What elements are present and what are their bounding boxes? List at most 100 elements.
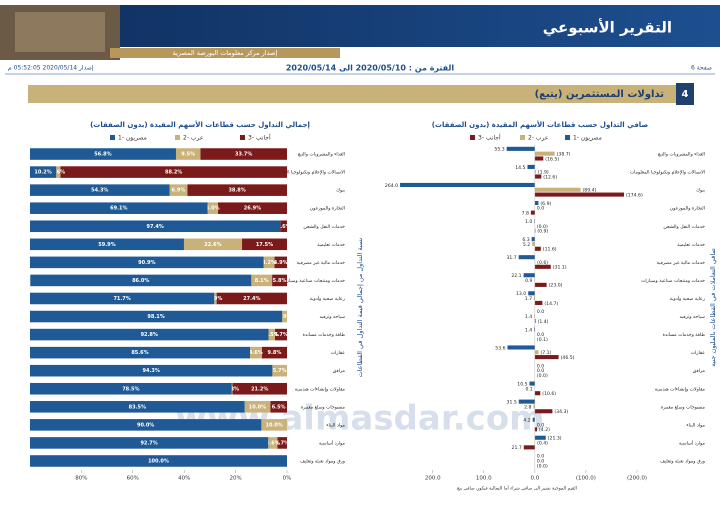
legend-swatch <box>110 135 115 140</box>
data-label: (0.0) <box>537 463 548 469</box>
category-label: منسوجات وسلع معمرة <box>661 405 706 410</box>
data-label: 71.7% <box>113 296 130 302</box>
data-label: 10.2% <box>34 170 51 176</box>
data-label: 92.7% <box>140 440 157 446</box>
category-label: موارد أساسية <box>679 439 706 446</box>
data-label: 10.0% <box>265 422 282 428</box>
bar <box>531 211 535 215</box>
data-label: 1.0 <box>525 219 532 225</box>
data-label: 21.2% <box>251 386 268 392</box>
data-label: 9.5% <box>181 152 195 158</box>
data-label: 17.5% <box>256 242 273 248</box>
data-label: 83.5% <box>129 404 146 410</box>
category-label: التجارة والموزعون <box>670 207 705 212</box>
data-label: 98.1% <box>147 314 164 320</box>
data-label: 22.6% <box>204 242 221 248</box>
bar <box>519 400 535 404</box>
legend-label: أجانب -3 <box>478 134 501 142</box>
data-label: 86.0% <box>132 278 149 284</box>
category-label: بنوك <box>336 189 345 194</box>
category-label: مقاولات وإنشاءات هندسية <box>295 387 346 392</box>
bar <box>400 183 535 187</box>
legend-swatch <box>565 135 570 140</box>
x-tick-label: 80% <box>75 476 87 482</box>
data-label: 53.6 <box>495 345 505 351</box>
x-tick-label: 0.0 <box>530 476 539 482</box>
data-label: 59.9% <box>98 242 115 248</box>
data-label: 54.3% <box>91 188 108 194</box>
data-label: 100.0% <box>148 458 169 464</box>
category-label: خدمات النقل والشحن <box>663 225 705 230</box>
data-label: 69.1% <box>110 206 127 212</box>
bar <box>535 193 624 197</box>
period: الفترة من : 2020/05/10 الى 2020/05/14 <box>286 64 455 73</box>
bar <box>535 355 559 359</box>
data-label: 85.6% <box>131 350 148 356</box>
category-label: منسوجات وسلع معمرة <box>301 405 346 410</box>
x-tick-label: 200.0 <box>425 476 441 482</box>
category-label: مواد البناء <box>686 423 705 428</box>
legend-label: أجانب -3 <box>248 134 271 142</box>
publisher: إصدار مركز معلومات البورصة المصرية <box>173 49 278 57</box>
bar <box>535 152 555 156</box>
bar <box>535 265 551 269</box>
category-label: الاتصالات والإعلام وتكنولوجيا المعلومات <box>630 170 705 176</box>
bar <box>507 147 535 151</box>
category-label: خدمات مالية غير مصرفية <box>297 261 345 266</box>
category-label: عقارات <box>331 351 346 356</box>
data-label: (0.1) <box>537 337 548 343</box>
data-label: (12.6) <box>543 174 557 180</box>
data-label: 78.5% <box>122 386 139 392</box>
section-title: تداولات المستثمرين (يتبع) <box>535 89 665 100</box>
chart-note: القيم الموجبة تشير الى صافي شراء أما الس… <box>457 485 577 492</box>
data-label: 5.8% <box>273 278 287 284</box>
bar <box>524 445 535 449</box>
category-label: سياحة وترفيه <box>320 315 346 320</box>
data-label: 14.5 <box>515 165 525 171</box>
data-label: (1.4) <box>538 319 549 325</box>
bar <box>532 242 535 246</box>
category-label: ورق ومواد تعبئة وتغليف <box>660 458 705 464</box>
data-label: 0.9 <box>525 278 532 284</box>
bar <box>528 291 535 295</box>
data-label: (23.0) <box>549 283 563 289</box>
legend-swatch <box>240 135 245 140</box>
category-label: مرافق <box>333 369 346 374</box>
category-label: خدمات ومنتجات صناعية وسيارات <box>641 279 705 284</box>
legend-label: مصريون -1 <box>573 135 602 142</box>
legend-swatch <box>520 135 525 140</box>
legend-swatch <box>175 135 180 140</box>
data-label: 10.0% <box>249 404 266 410</box>
bar <box>530 382 535 386</box>
bar <box>535 283 547 287</box>
x-tick-label: 20% <box>229 476 241 482</box>
category-label: طاقة وخدمات مساندة <box>303 333 346 338</box>
data-label: 5.2 <box>523 242 530 248</box>
category-label: رعاية صحية وأدوية <box>670 295 705 302</box>
axis-title: صافي التعاملات في القطاعات بالمليون جنيه <box>709 248 717 367</box>
chart-title: صافي التداول حسب قطاعات الأسهم المقيدة (… <box>432 120 649 129</box>
data-label: 90.9% <box>138 260 155 266</box>
category-label: خدمات تعليمية <box>677 243 705 248</box>
data-label: 27.4% <box>243 296 260 302</box>
data-label: 7.8 <box>522 211 529 217</box>
data-label: 56.8% <box>94 152 111 158</box>
data-label: 4.6% <box>249 350 263 356</box>
data-label: 264.0 <box>385 183 398 189</box>
category-label: ورق ومواد تعبئة وتغليف <box>300 458 345 464</box>
category-label: موارد أساسية <box>319 439 346 446</box>
data-label: 33.7% <box>235 152 252 158</box>
x-tick-label: 100.0 <box>476 476 492 482</box>
data-label: 97.4% <box>146 224 163 230</box>
category-label: سياحة وترفيه <box>680 315 706 320</box>
bar <box>535 188 581 192</box>
x-tick-label: (100.0) <box>576 476 596 482</box>
data-label: (14.7) <box>544 301 558 307</box>
category-label: خدمات ومنتجات صناعية وسيارات <box>281 279 345 284</box>
category-label: بنوك <box>696 189 705 194</box>
bar <box>532 237 535 241</box>
data-label: 38.8% <box>228 188 245 194</box>
data-label: (10.6) <box>542 391 556 397</box>
data-label: 21.7 <box>512 445 522 451</box>
